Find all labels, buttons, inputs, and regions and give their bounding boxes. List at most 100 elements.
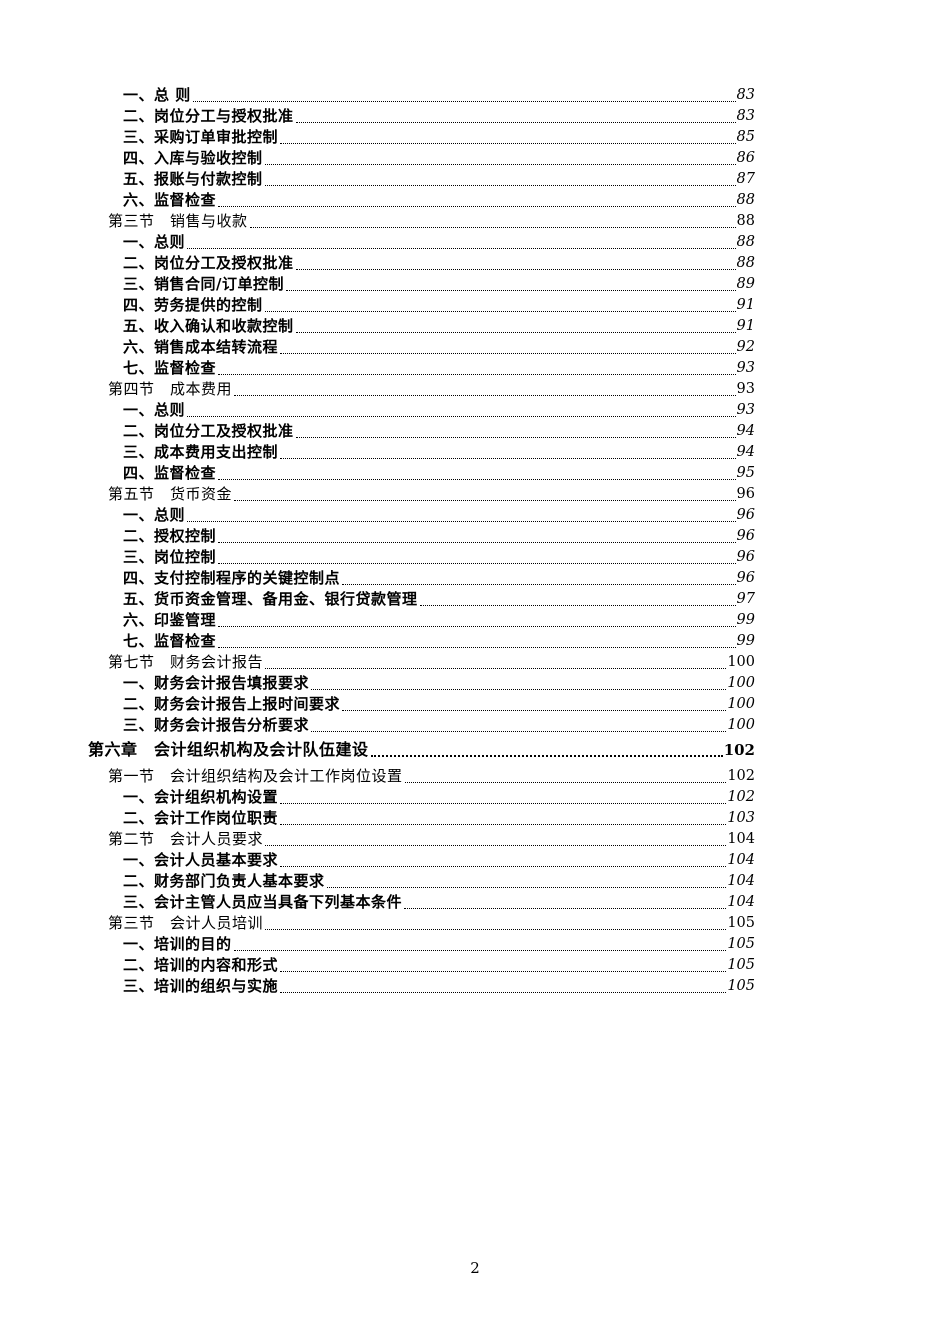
toc-entry-item[interactable]: 二、培训的内容和形式 105 [88, 955, 755, 976]
dotted-leader [264, 311, 736, 312]
toc-entry-text: 三、培训的组织与实施 [123, 977, 279, 995]
toc-entry-text: 二、会计工作岗位职责 [123, 809, 279, 827]
toc-entry-item[interactable]: 三、成本费用支出控制 94 [88, 442, 755, 463]
toc-entry-page: 105 [727, 957, 755, 973]
toc-entry-item[interactable]: 三、培训的组织与实施 105 [88, 976, 755, 997]
toc-entry-item[interactable]: 一、总则 93 [88, 400, 755, 421]
toc-entry-item[interactable]: 二、财务会计报告上报时间要求 100 [88, 694, 755, 715]
toc-entry-text: 二、财务会计报告上报时间要求 [123, 695, 341, 713]
dotted-leader [218, 479, 736, 480]
toc-entry-page: 93 [736, 360, 755, 376]
toc-entry-item[interactable]: 五、报账与付款控制 87 [88, 169, 755, 190]
toc-entry-text: 一、会计人员基本要求 [123, 851, 279, 869]
dotted-leader [218, 626, 736, 627]
dotted-leader [342, 584, 736, 585]
toc-entry-text: 第四节 成本费用 [108, 380, 233, 398]
toc-entry-item[interactable]: 二、授权控制 96 [88, 526, 755, 547]
toc-entry-item[interactable]: 四、支付控制程序的关键控制点 96 [88, 568, 755, 589]
dotted-leader [285, 290, 736, 291]
dotted-leader [187, 248, 736, 249]
toc-entry-item[interactable]: 二、岗位分工与授权批准 83 [88, 106, 755, 127]
toc-entry-section[interactable]: 第四节 成本费用 93 [88, 379, 755, 400]
dotted-leader [218, 563, 736, 564]
toc-entry-text: 第三节 销售与收款 [108, 212, 248, 230]
toc-entry-item[interactable]: 四、劳务提供的控制 91 [88, 295, 755, 316]
toc-entry-text: 五、收入确认和收款控制 [123, 317, 294, 335]
toc-entry-page: 100 [727, 717, 755, 733]
toc-entry-item[interactable]: 一、会计组织机构设置 102 [88, 787, 755, 808]
dotted-leader [233, 950, 727, 951]
toc-entry-item[interactable]: 三、销售合同/订单控制 89 [88, 274, 755, 295]
toc-entry-item[interactable]: 一、总则 88 [88, 232, 755, 253]
toc-entry-section[interactable]: 第三节 销售与收款 88 [88, 211, 755, 232]
toc-entry-text: 二、培训的内容和形式 [123, 956, 279, 974]
toc-entry-page: 104 [727, 831, 755, 847]
toc-entry-section[interactable]: 第三节 会计人员培训 105 [88, 913, 755, 934]
toc-entry-item[interactable]: 七、监督检查 99 [88, 631, 755, 652]
toc-entry-text: 三、财务会计报告分析要求 [123, 716, 310, 734]
toc-entry-text: 二、授权控制 [123, 527, 217, 545]
dotted-leader [280, 866, 727, 867]
toc-entry-item[interactable]: 七、监督检查 93 [88, 358, 755, 379]
toc-entry-item[interactable]: 二、岗位分工及授权批准 88 [88, 253, 755, 274]
toc-entry-item[interactable]: 四、监督检查 95 [88, 463, 755, 484]
toc-entry-page: 93 [736, 381, 755, 397]
toc-entry-page: 102 [727, 789, 755, 805]
toc-entry-text: 一、总则 [123, 506, 186, 524]
toc-entry-page: 100 [727, 654, 755, 670]
toc-entry-text: 三、采购订单审批控制 [123, 128, 279, 146]
toc-entry-item[interactable]: 一、会计人员基本要求 104 [88, 850, 755, 871]
toc-entry-item[interactable]: 五、收入确认和收款控制 91 [88, 316, 755, 337]
toc-entry-item[interactable]: 一、总则 96 [88, 505, 755, 526]
toc-entry-item[interactable]: 三、会计主管人员应当具备下列基本条件 104 [88, 892, 755, 913]
toc-entry-page: 99 [736, 612, 755, 628]
toc-entry-page: 104 [727, 852, 755, 868]
toc-entry-item[interactable]: 三、岗位控制 96 [88, 547, 755, 568]
toc-entry-text: 七、监督检查 [123, 359, 217, 377]
toc-entry-page: 96 [736, 528, 755, 544]
toc-entry-page: 100 [727, 675, 755, 691]
toc-entry-page: 86 [736, 150, 755, 166]
toc-entry-item[interactable]: 一、财务会计报告填报要求 100 [88, 673, 755, 694]
dotted-leader [264, 164, 736, 165]
dotted-leader [218, 542, 736, 543]
toc-entry-page: 96 [736, 570, 755, 586]
toc-entry-section[interactable]: 第一节 会计组织结构及会计工作岗位设置 102 [88, 766, 755, 787]
toc-entry-text: 一、总 则 [123, 86, 191, 104]
dotted-leader [295, 332, 736, 333]
toc-entry-item[interactable]: 六、监督检查 88 [88, 190, 755, 211]
toc-entry-item[interactable]: 四、入库与验收控制 86 [88, 148, 755, 169]
toc-entry-item[interactable]: 六、销售成本结转流程 92 [88, 337, 755, 358]
toc-entry-item[interactable]: 三、采购订单审批控制 85 [88, 127, 755, 148]
toc-entry-text: 五、报账与付款控制 [123, 170, 263, 188]
dotted-leader [218, 206, 736, 207]
toc-entry-item[interactable]: 三、财务会计报告分析要求 100 [88, 715, 755, 736]
toc-entry-page: 100 [727, 696, 755, 712]
toc-entry-section[interactable]: 第二节 会计人员要求 104 [88, 829, 755, 850]
toc-entry-page: 91 [736, 297, 755, 313]
dotted-leader [295, 269, 736, 270]
toc-entry-page: 94 [736, 444, 755, 460]
dotted-leader [265, 668, 727, 669]
toc-entry-section[interactable]: 第七节 财务会计报告 100 [88, 652, 755, 673]
toc-entry-page: 91 [736, 318, 755, 334]
toc-entry-item[interactable]: 一、总 则 83 [88, 85, 755, 106]
toc-entry-text: 六、监督检查 [123, 191, 217, 209]
dotted-leader [192, 101, 736, 102]
toc-entry-page: 96 [736, 486, 755, 502]
toc-entry-item[interactable]: 一、培训的目的 105 [88, 934, 755, 955]
dotted-leader [234, 500, 736, 501]
toc-entry-item[interactable]: 二、会计工作岗位职责 103 [88, 808, 755, 829]
toc-entry-text: 第五节 货币资金 [108, 485, 233, 503]
toc-entry-section[interactable]: 第五节 货币资金 96 [88, 484, 755, 505]
toc-entry-chapter[interactable]: 第六章 会计组织机构及会计队伍建设 102 [88, 738, 755, 762]
dotted-leader [265, 929, 727, 930]
toc-entry-item[interactable]: 六、印鉴管理 99 [88, 610, 755, 631]
toc-entry-item[interactable]: 二、财务部门负责人基本要求 104 [88, 871, 755, 892]
toc-entry-item[interactable]: 五、货币资金管理、备用金、银行贷款管理 97 [88, 589, 755, 610]
toc-entry-text: 三、岗位控制 [123, 548, 217, 566]
toc-entry-item[interactable]: 二、岗位分工及授权批准 94 [88, 421, 755, 442]
dotted-leader [280, 971, 727, 972]
dotted-leader [404, 908, 727, 909]
